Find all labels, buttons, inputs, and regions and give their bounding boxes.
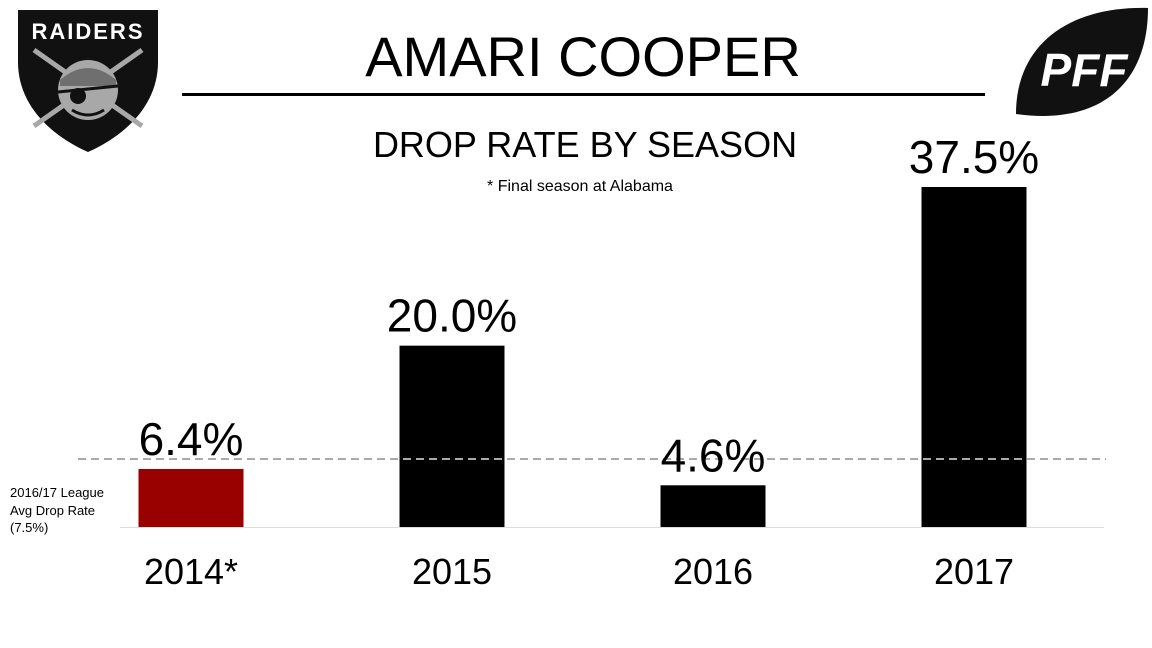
pff-logo-wordmark: PFF (1041, 44, 1130, 96)
bar-2017 (921, 187, 1027, 527)
bar-2015 (399, 345, 505, 527)
pff-logo: PFF (1016, 7, 1148, 116)
league-average-label: 2016/17 League Avg Drop Rate (7.5%) (10, 484, 140, 537)
category-tick-label: 2014* (144, 551, 238, 592)
bar-value-label: 6.4% (139, 413, 244, 465)
category-tick-label: 2017 (934, 551, 1014, 592)
league-average-label-line: Avg Drop Rate (10, 502, 96, 518)
category-tick-label: 2015 (412, 551, 492, 592)
value-label-group: 6.4% 20.0% 4.6% 37.5% (139, 131, 1040, 481)
league-average-label-line: 2016/17 League (10, 485, 104, 500)
raiders-logo-wordmark: RAIDERS (31, 19, 144, 44)
page-title: AMARI COOPER (365, 25, 801, 88)
bar-value-label: 37.5% (909, 131, 1039, 183)
bar-2014 (138, 468, 244, 527)
category-tick-label: 2016 (673, 551, 753, 592)
title-divider (182, 93, 985, 96)
raiders-logo: RAIDERS (18, 10, 158, 152)
bar-value-label: 20.0% (387, 290, 517, 342)
bar-2016 (660, 485, 766, 527)
category-label-group: 2014* 2015 2016 2017 (144, 551, 1014, 592)
bar-value-label: 4.6% (661, 429, 766, 481)
bar-group (138, 187, 1027, 527)
footnote: * Final season at Alabama (487, 178, 673, 195)
chart-subtitle: DROP RATE BY SEASON (372, 124, 798, 165)
league-average-label-line: (7.5%) (10, 520, 49, 535)
